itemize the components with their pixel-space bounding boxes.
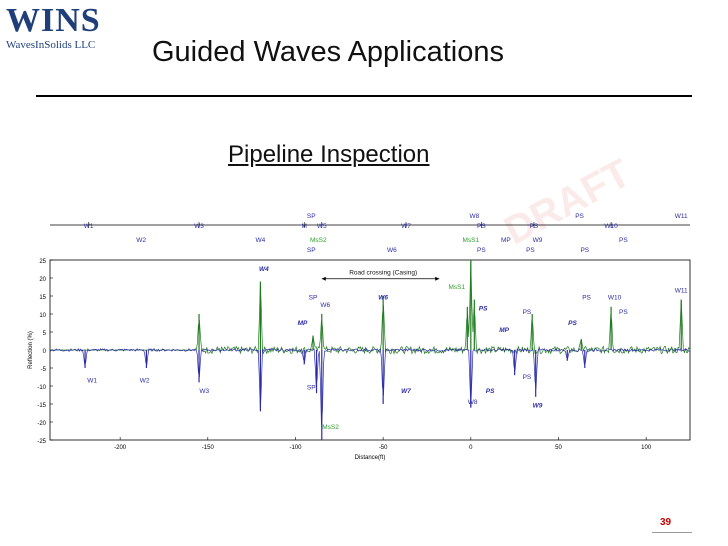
marker-label: W9 [533,237,543,244]
marker-label: SP [307,247,316,254]
y-tick-label: 20 [39,277,46,283]
y-tick-label: -15 [37,403,46,409]
annotation-label: MP [499,327,509,334]
y-tick-label: 5 [43,331,47,337]
marker-label: PS [477,223,486,230]
marker-label: MsS1 [463,237,480,244]
page-number-underline [652,532,692,533]
annotation-label: W7 [401,388,411,395]
y-tick-label: -10 [37,385,46,391]
company-logo: WINS WavesInSolids LLC [6,2,116,52]
annotation-label: PS [582,295,591,302]
annotation-label: MP [298,320,308,327]
y-tick-label: -20 [37,421,46,427]
y-tick-label: 25 [39,259,46,265]
annotation-label: W1 [87,377,97,384]
x-tick-label: 100 [641,445,652,451]
annotation-label: W11 [675,287,688,294]
range-arrowhead-left [321,276,326,281]
x-tick-label: -50 [379,445,388,451]
y-tick-label: -25 [37,439,46,445]
annotation-label: W6 [320,302,330,309]
marker-label: W8 [469,213,479,220]
marker-label: W3 [194,223,204,230]
range-arrowhead-right [435,276,440,281]
marker-label: PS [530,223,539,230]
series-line-green [50,259,690,355]
annotation-label: W4 [259,266,269,273]
annotation-label: PS [568,320,577,327]
marker-label: MP [501,237,511,244]
marker-label: W2 [136,237,146,244]
annotation-label: W8 [468,399,478,406]
marker-label: W6 [387,247,397,254]
annotation-label: MsS1 [448,284,465,291]
title-divider [36,95,692,97]
y-tick-label: -5 [41,367,47,373]
marker-label: PS [619,237,628,244]
marker-label: M [302,223,307,230]
logo-wordmark: WINS [6,2,101,39]
annotation-label: PS [619,309,628,316]
annotation-label: MsS2 [322,424,339,431]
annotation-label: Road crossing (Casing) [349,269,417,276]
x-tick-label: -150 [202,445,215,451]
logo-tagline: WavesInSolids LLC [6,39,96,51]
slide-title: Guided Waves Applications [152,36,504,68]
annotation-label: PS [523,374,532,381]
series-line-blue [49,347,690,425]
x-tick-label: 50 [555,445,562,451]
annotation-label: PS [479,305,488,312]
x-tick-label: 0 [469,445,473,451]
y-tick-label: 10 [39,313,46,319]
marker-label: W1 [84,223,94,230]
y-tick-label: 15 [39,295,46,301]
x-tick-label: -100 [289,445,302,451]
annotation-label: PS [523,309,532,316]
marker-label: SP [307,213,316,220]
x-axis-label: Distance(ft) [355,455,386,461]
marker-label: W11 [675,213,688,220]
annotation-label: W2 [140,377,150,384]
annotation-label: W9 [533,403,543,410]
annotation-label: SP [309,295,318,302]
marker-label: W5 [317,223,327,230]
slide-subtitle: Pipeline Inspection [228,141,430,168]
marker-label: W4 [256,237,266,244]
y-tick-label: 0 [43,349,47,355]
marker-label: PS [526,247,535,254]
marker-label: PS [575,213,584,220]
annotation-label: W10 [608,295,622,302]
marker-label: W7 [401,223,411,230]
page-number: 39 [660,517,672,528]
marker-label: PS [580,247,589,254]
annotation-label: W6 [378,295,388,302]
marker-label: PS [477,247,486,254]
y-axis-label: Reflection (%) [28,331,34,369]
annotation-label: W3 [199,388,209,395]
annotation-label: PS [486,388,495,395]
marker-label: MsS2 [310,237,327,244]
marker-label: W10 [604,223,618,230]
x-tick-label: -200 [114,445,127,451]
annotation-label: SP [307,385,316,392]
